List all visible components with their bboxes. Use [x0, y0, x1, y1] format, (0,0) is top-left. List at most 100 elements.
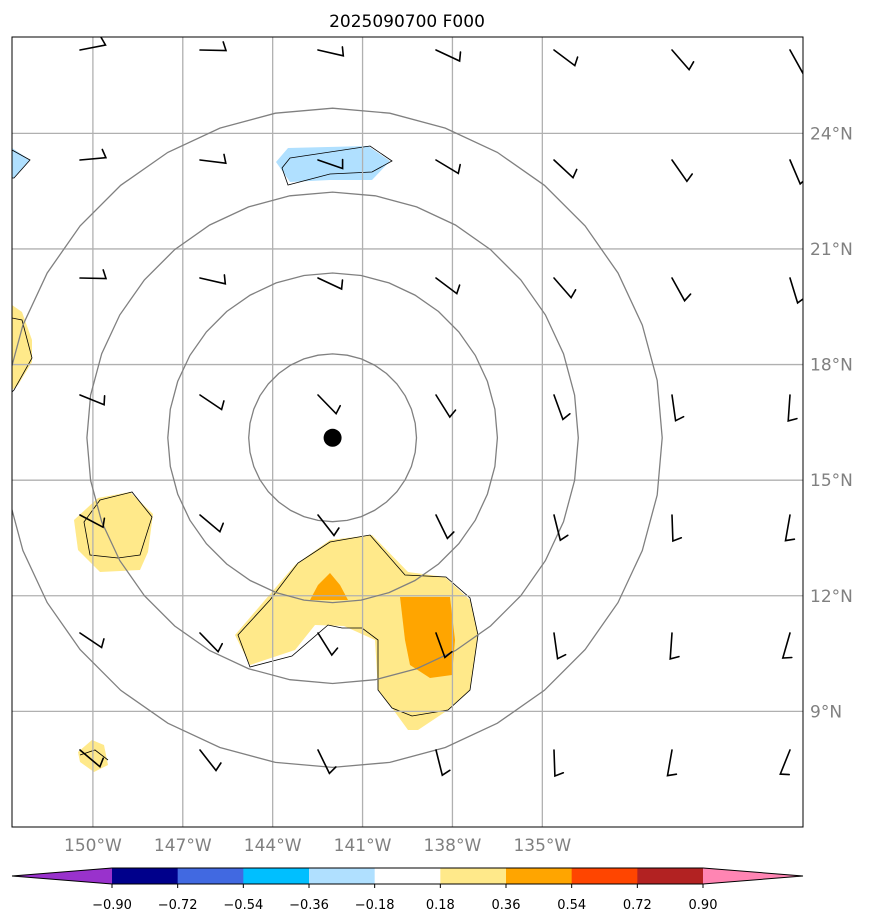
wind-barb — [435, 632, 453, 659]
wind-barb — [781, 632, 793, 659]
wind-barb — [79, 394, 106, 406]
wind-barb — [317, 158, 344, 170]
colorbar-segment — [177, 868, 244, 884]
wind-barb — [435, 514, 455, 540]
contour-line — [281, 145, 393, 186]
wind-barb — [317, 46, 345, 57]
colorbar-segment — [440, 868, 507, 884]
latitude-labels: 9°N 12°N 15°N 18°N 21°N 24°N — [810, 124, 853, 722]
wind-barb — [435, 159, 462, 175]
anomaly-blue-patch — [276, 146, 390, 182]
contour-line — [12, 149, 31, 179]
longitude-tick-label: 138°W — [424, 836, 482, 856]
wind-barbs — [79, 37, 803, 778]
wind-barb — [553, 277, 577, 299]
wind-barb — [553, 632, 567, 660]
anomaly-yellow-patch — [235, 535, 478, 730]
colorbar-tick-label: 0.54 — [557, 898, 586, 913]
contour-line — [83, 491, 153, 559]
range-rings — [12, 107, 663, 769]
storm-center-marker — [323, 428, 342, 447]
colorbar-tick-label: −0.90 — [92, 898, 132, 913]
wind-barb — [199, 274, 227, 285]
wind-barb — [317, 514, 340, 537]
wind-barb — [79, 148, 108, 161]
wind-barb — [199, 41, 228, 52]
wind-barb — [553, 159, 578, 180]
wind-barb — [317, 277, 344, 291]
wind-barb — [79, 632, 105, 649]
anomaly-yellow-patch — [12, 305, 32, 390]
longitude-tick-label: 150°W — [64, 836, 122, 856]
anomaly-blue-patch — [12, 148, 30, 178]
range-ring — [248, 353, 418, 523]
wind-barb — [553, 749, 565, 778]
longitude-tick-label: 144°W — [244, 836, 302, 856]
wind-barb — [317, 749, 337, 775]
wind-barb — [553, 394, 571, 421]
colorbar-tick-label: 0.18 — [426, 898, 455, 913]
wind-barb — [671, 159, 694, 183]
wind-barb — [435, 394, 457, 419]
colorbar-segment — [309, 868, 376, 884]
range-ring — [167, 272, 499, 604]
wind-barb — [671, 514, 683, 543]
colorbar-tick-label: 0.72 — [623, 898, 652, 913]
wind-barb — [79, 269, 108, 280]
wind-barb — [671, 277, 692, 303]
wind-barb — [79, 749, 104, 769]
latitude-tick-label: 24°N — [810, 124, 853, 144]
wind-barb — [789, 49, 803, 75]
longitude-tick-label: 135°W — [513, 836, 571, 856]
latitude-tick-label: 9°N — [810, 702, 842, 722]
wind-barb — [199, 394, 225, 411]
colorbar: −0.90 −0.72 −0.54 −0.36 −0.18 0.18 0.36 0.54 0.7… — [11, 867, 804, 913]
wind-barb — [789, 277, 803, 305]
figure-title: 2025090700 F000 — [329, 12, 485, 32]
map-plot-area — [12, 37, 803, 827]
wind-barb — [669, 632, 680, 660]
wind-barb — [79, 514, 106, 529]
colorbar-segment — [506, 868, 573, 884]
wind-barb — [317, 394, 342, 416]
anomaly-fills — [12, 146, 478, 772]
contour-line — [12, 317, 33, 393]
latitude-tick-label: 15°N — [810, 471, 853, 491]
longitude-tick-label: 141°W — [334, 836, 392, 856]
wind-barb — [553, 49, 579, 67]
wind-barb — [199, 514, 224, 534]
map-frame — [11, 36, 804, 828]
colorbar-tick-label: −0.36 — [289, 898, 329, 913]
wind-barb — [779, 749, 791, 776]
colorbar-tick-label: 0.36 — [492, 898, 521, 913]
wind-barb — [199, 632, 223, 654]
wind-barb — [435, 49, 462, 63]
latitude-tick-label: 12°N — [810, 587, 853, 607]
colorbar-segment — [112, 868, 179, 884]
wind-barb — [787, 394, 798, 422]
wind-barb — [784, 514, 796, 542]
colorbar-extend-low — [12, 868, 112, 884]
contour-line — [237, 534, 479, 717]
wind-barb — [317, 632, 339, 657]
colorbar-tick-label: −0.18 — [355, 898, 395, 913]
wind-barb — [666, 749, 678, 777]
wind-barb — [199, 153, 227, 165]
colorbar-segment — [243, 868, 310, 884]
colorbar-segment — [637, 868, 704, 884]
wind-barb — [435, 277, 461, 295]
wind-barb — [199, 749, 222, 772]
wind-barb — [671, 49, 695, 71]
anomaly-orange-patch — [310, 573, 348, 600]
colorbar-extend-high — [703, 868, 803, 884]
wind-barb — [79, 37, 107, 51]
longitude-tick-label: 147°W — [154, 836, 212, 856]
anomaly-yellow-patch — [74, 492, 153, 572]
range-ring — [86, 191, 579, 685]
latitude-tick-label: 21°N — [810, 240, 853, 260]
wind-barb — [789, 159, 803, 186]
colorbar-segment — [571, 868, 638, 884]
wind-barb — [553, 514, 569, 542]
range-ring — [12, 107, 663, 769]
